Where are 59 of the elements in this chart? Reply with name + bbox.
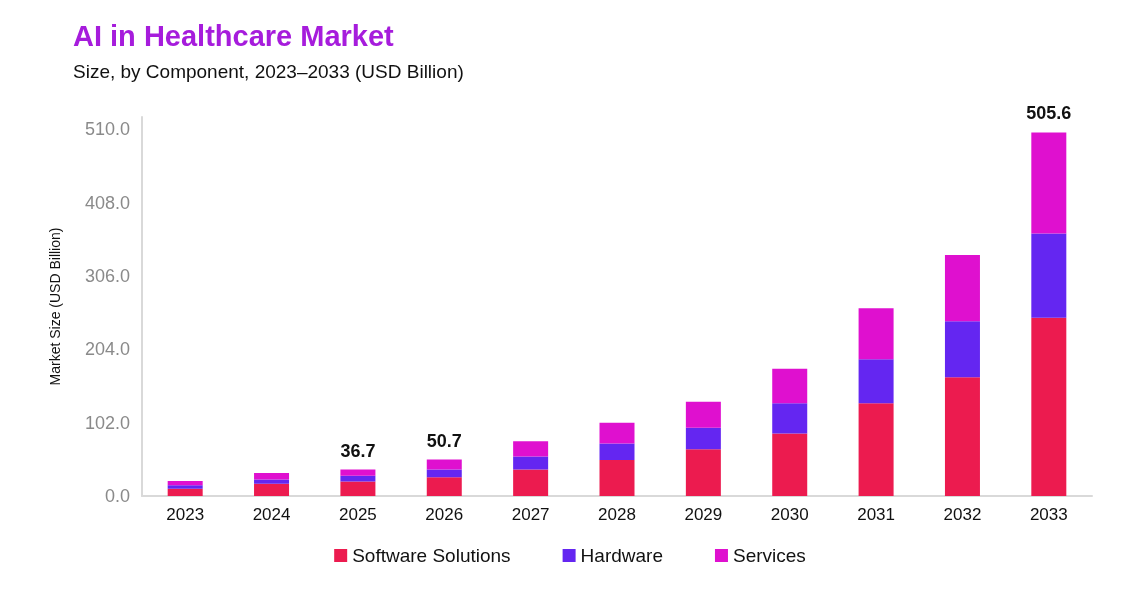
y-tick-label: 0.0 (104, 486, 130, 506)
bar (513, 469, 549, 496)
x-tick-label: 2024 (252, 505, 291, 524)
bar (426, 459, 462, 470)
y-tick-label: 306.0 (84, 265, 130, 286)
total-label: 505.6 (1026, 103, 1072, 124)
y-tick-label: 510.0 (84, 119, 130, 140)
bar (1031, 233, 1067, 318)
x-tick-label: 2028 (598, 505, 636, 524)
bar (944, 377, 980, 496)
chart-title: AI in Healthcare Market (73, 19, 395, 52)
x-tick-label: 2027 (511, 505, 550, 524)
x-tick-label: 2023 (166, 505, 205, 524)
bar (858, 359, 894, 404)
bar (167, 480, 203, 486)
y-axis-title: Market Size (USD Billion) (47, 227, 63, 386)
x-tick-label: 2032 (943, 505, 982, 524)
bar (340, 481, 376, 496)
bar (1031, 317, 1067, 496)
bar (254, 483, 290, 496)
bar (944, 255, 980, 322)
bar (685, 427, 721, 450)
bar (858, 308, 894, 360)
bar (599, 460, 635, 496)
total-label: 50.7 (426, 430, 462, 451)
bar (513, 441, 549, 457)
x-tick-label: 2033 (1029, 505, 1068, 524)
x-tick-label: 2025 (339, 505, 377, 524)
bar (685, 449, 721, 496)
bar (426, 469, 462, 478)
bar (426, 477, 462, 496)
total-label: 36.7 (340, 440, 376, 461)
bar (772, 403, 808, 434)
bar (254, 479, 290, 484)
bar (599, 443, 635, 461)
legend-label: Hardware (580, 545, 663, 566)
y-tick-label: 102.0 (84, 412, 130, 433)
bar (772, 368, 808, 404)
bar (513, 456, 549, 470)
x-tick-label: 2026 (425, 505, 464, 524)
x-tick-label: 2030 (770, 505, 809, 524)
bar (254, 472, 290, 480)
y-tick-label: 408.0 (84, 192, 130, 213)
legend-label: Services (732, 545, 806, 566)
bar (685, 401, 721, 428)
bar (1031, 132, 1067, 234)
bar (944, 321, 980, 378)
bar (858, 403, 894, 496)
bar (167, 488, 203, 496)
legend-label: Software Solutions (352, 545, 511, 566)
bar (167, 485, 203, 489)
bar (772, 433, 808, 496)
y-tick-label: 204.0 (84, 339, 130, 360)
chart-subtitle: Size, by Component, 2023–2033 (USD Billion) (73, 61, 464, 82)
x-tick-label: 2029 (684, 505, 723, 524)
bar (340, 475, 376, 482)
bar (599, 422, 635, 444)
x-tick-label: 2031 (857, 505, 895, 524)
bar (340, 469, 376, 476)
